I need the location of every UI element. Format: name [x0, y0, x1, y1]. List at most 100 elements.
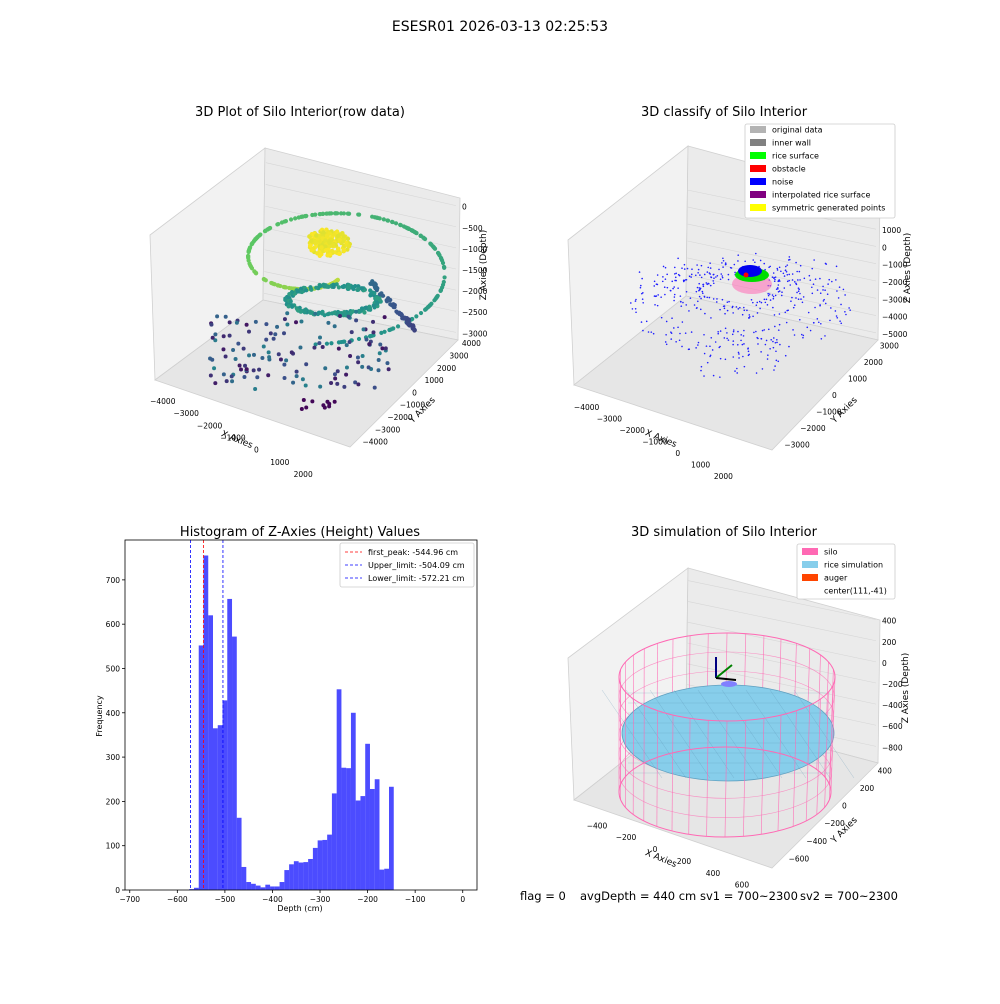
- noise-point: [772, 294, 774, 296]
- point: [377, 358, 381, 362]
- noise-point: [802, 302, 804, 304]
- noise-point: [733, 329, 735, 331]
- point: [312, 346, 316, 350]
- noise-point: [728, 339, 730, 341]
- noise-point: [784, 311, 786, 313]
- noise-point: [723, 260, 725, 262]
- point: [347, 244, 351, 248]
- noise-point: [836, 266, 838, 268]
- noise-point: [678, 274, 680, 276]
- histogram-bar: [389, 787, 394, 890]
- histogram-bar: [275, 886, 280, 890]
- noise-point: [708, 283, 710, 285]
- point: [253, 387, 257, 391]
- noise-point: [809, 275, 811, 277]
- point: [284, 358, 288, 362]
- noise-point: [706, 297, 708, 299]
- legend-label: auger: [824, 574, 848, 583]
- histogram-bar: [265, 885, 270, 890]
- noise-point: [673, 327, 675, 329]
- point: [228, 320, 232, 324]
- point: [260, 356, 264, 360]
- point: [315, 251, 319, 255]
- noise-point: [640, 287, 642, 289]
- legend-swatch: [750, 152, 766, 159]
- noise-point: [703, 375, 705, 377]
- noise-point: [700, 370, 702, 372]
- noise-point: [664, 294, 666, 296]
- point: [221, 347, 225, 351]
- noise-point: [737, 331, 739, 333]
- panel-simulation: 3D simulation of Silo Interior −400−2000…: [568, 525, 911, 890]
- point: [224, 355, 228, 359]
- noise-point: [702, 291, 704, 293]
- point: [361, 354, 365, 358]
- noise-point: [710, 267, 712, 269]
- point: [409, 228, 413, 232]
- noise-point: [786, 310, 788, 312]
- noise-point: [699, 289, 701, 291]
- point: [346, 212, 350, 216]
- z-tick-label: −800: [882, 743, 903, 752]
- noise-point: [813, 322, 815, 324]
- histogram-bar: [384, 869, 389, 890]
- point: [428, 242, 432, 246]
- point: [285, 311, 289, 315]
- noise-point: [722, 266, 724, 268]
- noise-point: [773, 272, 775, 274]
- histogram-bar: [242, 867, 247, 890]
- noise-point: [765, 344, 767, 346]
- x-tick-label: −3000: [597, 414, 623, 423]
- point: [264, 322, 268, 326]
- legend-label: Lower_limit: -572.21 cm: [368, 574, 465, 583]
- noise-point: [666, 274, 668, 276]
- noise-point: [667, 287, 669, 289]
- noise-point: [792, 329, 794, 331]
- noise-point: [680, 295, 682, 297]
- point: [346, 237, 350, 241]
- point: [302, 398, 306, 402]
- histogram-bar: [370, 789, 375, 890]
- point: [371, 320, 375, 324]
- noise-point: [767, 354, 769, 356]
- y-tick-label: 0: [115, 886, 120, 895]
- noise-point: [754, 261, 756, 263]
- point: [222, 372, 226, 376]
- noise-point: [799, 319, 801, 321]
- noise-point: [779, 324, 781, 326]
- histogram-bar: [218, 725, 223, 890]
- noise-point: [681, 346, 683, 348]
- point: [273, 332, 277, 336]
- noise-point: [642, 302, 644, 304]
- noise-point: [720, 278, 722, 280]
- noise-point: [773, 298, 775, 300]
- noise-point: [820, 292, 822, 294]
- point: [246, 255, 250, 259]
- legend-label: symmetric generated points: [772, 204, 885, 213]
- noise-point: [795, 262, 797, 264]
- noise-point: [670, 290, 672, 292]
- noise-point: [646, 321, 648, 323]
- noise-point: [845, 314, 847, 316]
- point: [209, 374, 213, 378]
- point: [377, 368, 381, 372]
- point: [399, 223, 403, 227]
- noise-point: [794, 304, 796, 306]
- noise-point: [683, 281, 685, 283]
- noise-point: [824, 289, 826, 291]
- noise-point: [698, 269, 700, 271]
- panel2-x-label: X Axies: [643, 428, 678, 450]
- noise-point: [796, 284, 798, 286]
- noise-point: [732, 344, 734, 346]
- noise-point: [835, 310, 837, 312]
- point: [333, 400, 337, 404]
- point: [429, 302, 433, 306]
- noise-point: [690, 276, 692, 278]
- noise-point: [639, 271, 641, 273]
- z-tick-label: −5000: [882, 330, 908, 339]
- histogram-bar: [346, 768, 351, 890]
- noise-point: [640, 285, 642, 287]
- point: [295, 374, 299, 378]
- point: [230, 374, 234, 378]
